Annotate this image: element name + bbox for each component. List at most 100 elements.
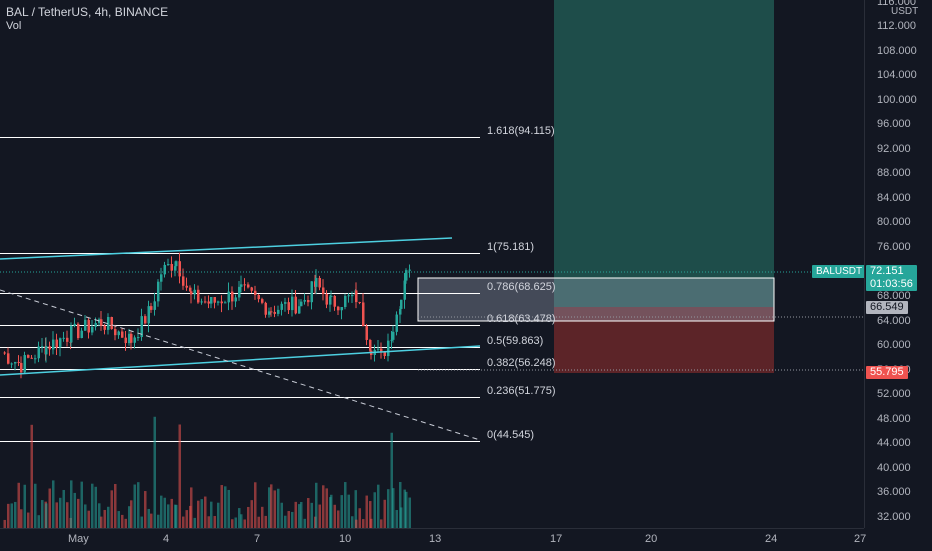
price-tick: 36.000 [877,486,911,499]
candle-body [100,319,103,326]
volume-bar [405,491,408,528]
price-tick: 80.000 [877,216,911,229]
price-tick: 96.000 [877,118,911,131]
volume-bar [210,501,213,528]
long-position-tool[interactable] [417,0,775,373]
candle-body [121,331,124,338]
volume-bar [270,484,273,528]
volume-bar [264,515,267,528]
candle-body [103,325,106,330]
bar-countdown: 01:03:56 [870,278,913,290]
candle-body [243,284,246,286]
volume-bar [14,501,17,528]
volume-bar [160,495,163,528]
candle-body [14,361,17,364]
price-tick: 84.000 [877,191,911,204]
candle-body [137,337,140,339]
candle-body [62,337,65,339]
time-tick: 13 [429,533,442,545]
candle-body [213,296,216,303]
trend-drawings[interactable] [0,237,481,441]
volume-bar [300,501,303,528]
upper-trendline[interactable] [0,237,453,260]
target-zone [554,0,774,307]
symbol-title[interactable]: BAL / TetherUS, 4h, BINANCE [6,5,169,19]
candle-body [107,316,110,330]
candle-body [59,338,62,348]
volume-bar [163,497,166,528]
volume-bar [268,487,271,528]
candle-body [200,301,203,303]
volume-bar [365,495,368,528]
candle-body [66,337,69,342]
volume-bar [383,499,386,528]
candle-body [204,301,207,303]
volume-bar [59,497,62,528]
time-axis[interactable]: May 4 7 10 13 17 20 24 27 [0,528,866,551]
volume-bar [217,502,220,528]
candle-body [238,286,241,298]
entry-box[interactable] [417,277,775,322]
volume-bar [254,482,257,528]
volume-bar [377,484,380,528]
candle-body [310,281,313,303]
price-tick: 44.000 [877,437,911,450]
candle-body [45,346,48,355]
candle-body [87,319,90,333]
volume-bar [291,511,294,528]
volume-bar [355,519,358,528]
candle-body [347,295,350,297]
lower-trendline[interactable] [0,345,481,376]
candle-body [362,302,365,327]
volume-bar [392,488,395,528]
price-axis[interactable]: 116.000 USDT 112.000 108.000 104.000 100.00… [864,0,932,528]
candle-body [291,296,294,311]
volume-bar [153,416,156,528]
candle-body [284,302,287,304]
time-tick: 7 [254,533,261,545]
candle-body [174,266,177,271]
time-tick: 4 [163,533,170,545]
price-tick: 92.000 [877,142,911,155]
volume-bar [351,516,354,528]
fib-level-label: 1.618(94.115) [487,124,555,137]
candle-body [34,358,37,360]
candle-body [322,287,325,294]
volume-bar [247,506,250,528]
volume-bar [34,483,37,528]
volume-bar [238,508,241,528]
candle-body [280,303,283,310]
candle-body [27,355,30,358]
fib-level-label: 0.618(63.478) [487,312,556,325]
volume-bar [408,497,411,528]
candle-body [261,299,264,303]
candle-body [268,311,271,315]
price-tick: 68.000 [877,290,911,303]
volume-bar [354,490,357,528]
candle-body [264,302,267,315]
volume-bar [3,519,6,528]
volume-bar [197,500,200,528]
volume-bar [77,498,80,528]
volume-bar [277,488,280,528]
fib-level-label: 1(75.181) [487,240,535,253]
volume-bar [103,509,106,528]
volume-bar [399,482,402,528]
volume-indicator-label[interactable]: Vol [6,20,22,32]
volume-bar [362,519,365,528]
volume-bar [41,500,44,528]
volume-bar [231,519,234,528]
fib-level-label: 0.5(59.863) [487,334,544,347]
candle-body [303,300,306,302]
price-tick: 88.000 [877,167,911,180]
candle-body [395,314,398,332]
time-tick: 20 [645,533,658,545]
candle-body [227,291,230,303]
volume-bar [250,500,253,528]
candle-body [147,306,150,324]
volume-bar [340,495,343,528]
dashed-downtrend-line[interactable] [0,289,481,441]
volume-bar [167,504,170,528]
candle-body [23,355,26,373]
